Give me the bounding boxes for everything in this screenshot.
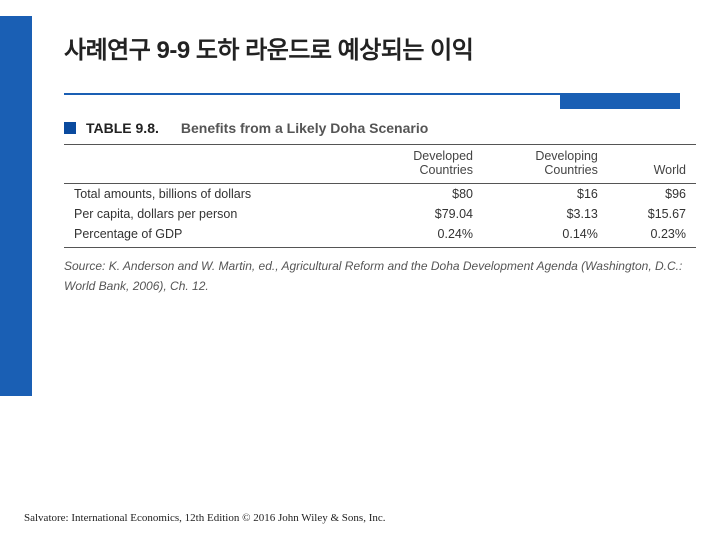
cell: 0.14% xyxy=(483,224,608,248)
cell: $15.67 xyxy=(608,204,696,224)
cell: 0.24% xyxy=(362,224,483,248)
table-label: TABLE 9.8. xyxy=(86,120,159,136)
square-marker-icon xyxy=(64,122,76,134)
cell: $96 xyxy=(608,184,696,205)
cell: Per capita, dollars per person xyxy=(64,204,362,224)
cell: $79.04 xyxy=(362,204,483,224)
title-rule xyxy=(64,93,680,95)
table-caption: Benefits from a Likely Doha Scenario xyxy=(181,120,428,136)
col-header-2: DevelopingCountries xyxy=(483,145,608,184)
title-block: 사례연구 9-9 도하 라운드로 예상되는 이익 xyxy=(64,30,680,95)
source-title: Agricultural Reform and the Doha Develop… xyxy=(281,259,577,273)
footer-text: Salvatore: International Economics, 12th… xyxy=(24,512,386,524)
table-row: Per capita, dollars per person $79.04 $3… xyxy=(64,204,696,224)
cell: Total amounts, billions of dollars xyxy=(64,184,362,205)
title-accent xyxy=(560,93,680,109)
source-prefix: Source: xyxy=(64,259,105,273)
col-header-3: World xyxy=(608,145,696,184)
cell: $16 xyxy=(483,184,608,205)
left-blue-bar xyxy=(0,16,32,396)
table-row: Percentage of GDP 0.24% 0.14% 0.23% xyxy=(64,224,696,248)
col-header-1: DevelopedCountries xyxy=(362,145,483,184)
cell: $80 xyxy=(362,184,483,205)
table-row: Total amounts, billions of dollars $80 $… xyxy=(64,184,696,205)
source-text: K. Anderson and W. Martin, ed., xyxy=(105,259,281,273)
table-caption-row: TABLE 9.8. Benefits from a Likely Doha S… xyxy=(64,120,696,136)
cell: $3.13 xyxy=(483,204,608,224)
cell: 0.23% xyxy=(608,224,696,248)
col-header-0 xyxy=(64,145,362,184)
page-title: 사례연구 9-9 도하 라운드로 예상되는 이익 xyxy=(64,30,680,65)
table-area: TABLE 9.8. Benefits from a Likely Doha S… xyxy=(64,120,696,297)
table-source: Source: K. Anderson and W. Martin, ed., … xyxy=(64,256,696,297)
cell: Percentage of GDP xyxy=(64,224,362,248)
table-header-row: DevelopedCountries DevelopingCountries W… xyxy=(64,145,696,184)
data-table: DevelopedCountries DevelopingCountries W… xyxy=(64,144,696,248)
